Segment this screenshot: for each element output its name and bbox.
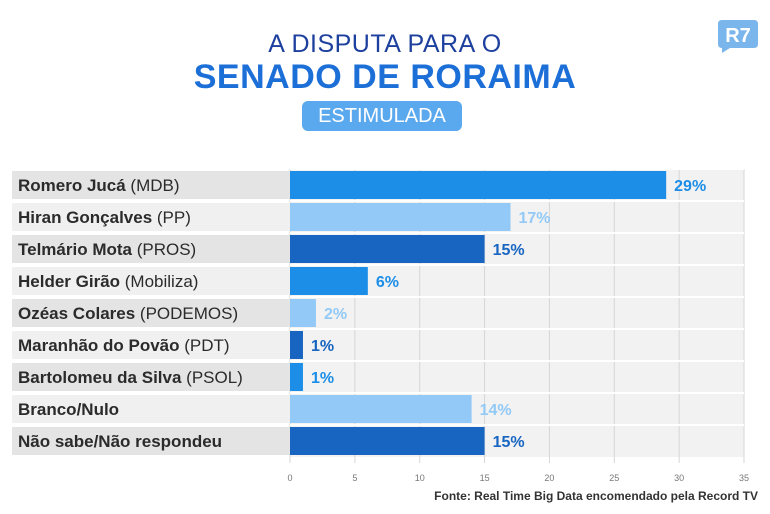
x-tick-label: 10 — [415, 473, 425, 483]
value-label: 1% — [311, 338, 334, 355]
row-label-band — [12, 235, 290, 263]
category-party: (MDB) — [126, 176, 180, 195]
bar — [290, 299, 316, 327]
value-label: 15% — [493, 242, 525, 259]
row-label-band — [12, 299, 290, 327]
category-name: Não sabe/Não respondeu — [18, 432, 222, 451]
title-line-2: SENADO DE RORAIMA — [193, 58, 577, 96]
row-label-band — [12, 363, 290, 391]
category-name: Romero Jucá — [18, 176, 126, 195]
category-party: (PROS) — [132, 240, 196, 259]
x-tick-label: 35 — [739, 473, 749, 483]
bar — [290, 331, 303, 359]
x-tick-label: 5 — [352, 473, 357, 483]
bar — [290, 203, 511, 231]
bar — [290, 427, 485, 455]
bar — [290, 171, 667, 199]
category-name: Branco/Nulo — [18, 400, 119, 419]
r7-logo: R7 — [718, 20, 758, 53]
row-label-band — [12, 331, 290, 359]
logo-text: R7 — [725, 25, 751, 47]
category-name: Ozéas Colares — [18, 304, 135, 323]
row-label-band — [12, 267, 290, 295]
value-label: 2% — [324, 306, 347, 323]
value-label: 29% — [674, 178, 706, 195]
value-label: 6% — [376, 274, 399, 291]
category-party: (PSOL) — [181, 368, 242, 387]
category-label: Branco/Nulo — [18, 400, 119, 419]
row-label-band — [12, 427, 290, 455]
category-label: Telmário Mota (PROS) — [18, 240, 196, 259]
category-label: Bartolomeu da Silva (PSOL) — [18, 368, 243, 387]
category-party: (Mobiliza) — [120, 272, 198, 291]
x-tick-label: 0 — [287, 473, 292, 483]
bar-chart: Romero Jucá (MDB) 29% Hiran Gonçalves (PP)… — [12, 168, 749, 483]
row-label-band — [12, 203, 290, 231]
value-label: 15% — [493, 434, 525, 451]
x-tick-label: 15 — [480, 473, 490, 483]
category-label: Romero Jucá (MDB) — [18, 176, 180, 195]
category-label: Ozéas Colares (PODEMOS) — [18, 304, 238, 323]
category-label: Helder Girão (Mobiliza) — [18, 272, 198, 291]
category-name: Maranhão do Povão — [18, 336, 180, 355]
bar — [290, 235, 485, 263]
category-name: Hiran Gonçalves — [18, 208, 152, 227]
category-name: Helder Girão — [18, 272, 120, 291]
category-party: (PDT) — [180, 336, 230, 355]
value-label: 14% — [480, 402, 512, 419]
bar — [290, 363, 303, 391]
source-note: Fonte: Real Time Big Data encomendado pe… — [434, 489, 758, 503]
x-tick-label: 30 — [674, 473, 684, 483]
category-name: Bartolomeu da Silva — [18, 368, 182, 387]
subtitle-pill: ESTIMULADA — [302, 101, 462, 131]
row-label-band — [12, 395, 290, 423]
category-party: (PP) — [152, 208, 191, 227]
category-label: Maranhão do Povão (PDT) — [18, 336, 230, 355]
bar — [290, 267, 368, 295]
bar — [290, 395, 472, 423]
category-label: Não sabe/Não respondeu — [18, 432, 222, 451]
value-label: 17% — [519, 210, 551, 227]
category-party: (PODEMOS) — [135, 304, 238, 323]
category-name: Telmário Mota — [18, 240, 133, 259]
value-label: 1% — [311, 370, 334, 387]
x-tick-label: 20 — [544, 473, 554, 483]
title-line-1: A DISPUTA PARA O — [268, 30, 502, 58]
category-label: Hiran Gonçalves (PP) — [18, 208, 191, 227]
x-tick-label: 25 — [609, 473, 619, 483]
row-label-band — [12, 171, 290, 199]
